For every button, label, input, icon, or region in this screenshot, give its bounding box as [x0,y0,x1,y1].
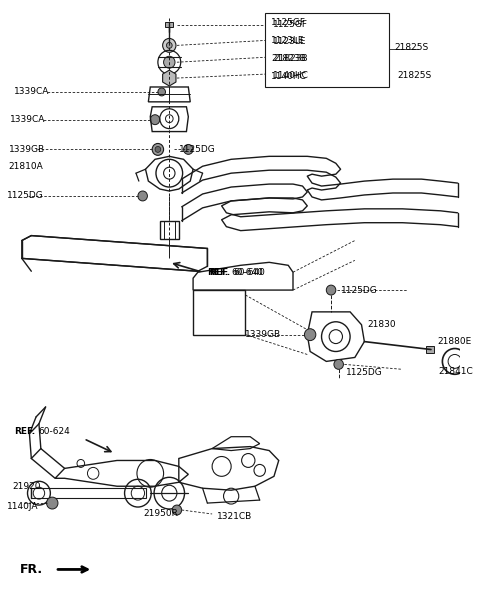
Text: 21825S: 21825S [397,70,432,80]
Text: 21810A: 21810A [9,162,43,170]
Text: FR.: FR. [20,563,43,576]
Text: 1140HC: 1140HC [271,72,307,80]
Bar [160,221,179,238]
Circle shape [152,144,164,156]
Text: REF.: REF. [209,268,230,277]
Circle shape [326,285,336,295]
Text: 1125GF: 1125GF [273,20,308,29]
Bar [166,21,173,27]
Circle shape [158,88,166,96]
Bar [265,13,389,87]
Text: 1339CA: 1339CA [14,88,49,97]
Circle shape [155,147,161,153]
Text: 21920: 21920 [12,482,41,491]
Text: 21950R: 21950R [144,510,179,519]
Text: REF.: REF. [14,427,36,436]
Polygon shape [163,70,176,86]
Text: 1339GB: 1339GB [245,330,282,339]
Text: 1123LE: 1123LE [271,36,305,45]
Circle shape [163,39,176,52]
Text: 21880E: 21880E [438,337,472,346]
Text: 1125DG: 1125DG [341,285,377,294]
Text: 1321CB: 1321CB [217,513,252,522]
Text: 1140JA: 1140JA [7,502,38,511]
Circle shape [334,359,343,370]
Bar [426,346,434,353]
Text: 21823B: 21823B [271,54,306,63]
Bar [31,488,145,498]
Bar [193,290,245,335]
Circle shape [138,191,147,201]
Text: 60-640: 60-640 [231,268,263,277]
Text: 21825S: 21825S [394,43,428,52]
Circle shape [183,144,193,154]
Text: REF.: REF. [207,268,228,277]
Text: 60-640: 60-640 [233,268,265,277]
Circle shape [167,42,172,48]
Text: 1339GB: 1339GB [9,145,45,154]
Text: 21823B: 21823B [273,54,308,63]
Text: 1140HC: 1140HC [273,70,309,80]
Text: 1339CA: 1339CA [11,115,46,124]
Text: 21841C: 21841C [439,367,473,376]
Circle shape [304,329,316,340]
Text: 60-624: 60-624 [38,427,70,436]
Text: 1125DG: 1125DG [346,368,383,377]
Circle shape [164,56,175,68]
Text: 1123LE: 1123LE [273,37,307,46]
Text: 21830: 21830 [367,320,396,329]
Circle shape [172,505,181,515]
Circle shape [47,497,58,509]
Text: 1125DG: 1125DG [179,145,216,154]
Text: 1125DG: 1125DG [7,191,43,200]
Text: 1125GF: 1125GF [271,18,306,27]
Circle shape [150,114,160,125]
